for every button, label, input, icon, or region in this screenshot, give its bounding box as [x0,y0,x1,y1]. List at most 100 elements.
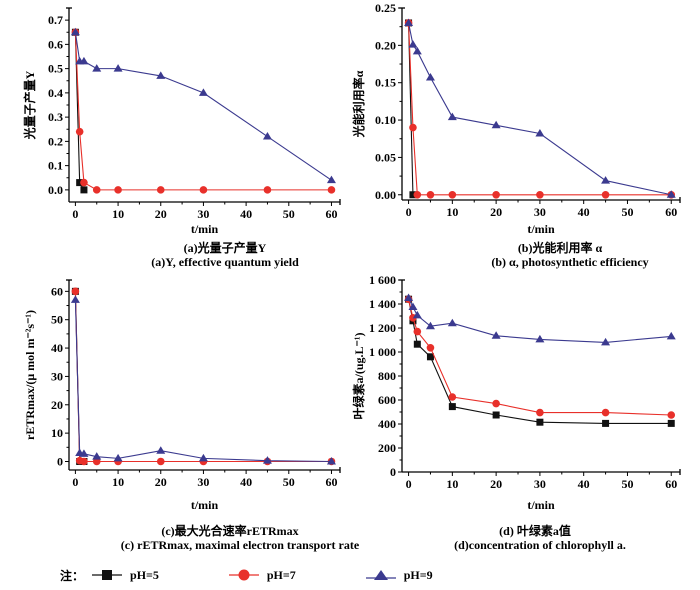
chart-b-svg: 0 10 20 30 40 50 60 0.00 0.05 0.10 0.15 0.20 0.25 t/m… [351,1,681,236]
y-tick-label: 800 [378,369,396,383]
caption-a-en: (a)Y, effective quantum yield [151,255,299,269]
chart-panel-c: 0 10 20 30 40 50 60 0 10 20 30 40 50 60 t/min rETRmax/(… [0,279,359,552]
y-tick-label: 200 [378,441,396,455]
series-line [74,32,332,191]
y-tick-label: 0 [57,454,63,468]
data-point-triangle [412,310,422,319]
chart-panel-a: 0 10 20 30 40 50 60 0.0 0.1 0.2 0.3 0.4 0.5 0.6 0.7 t/m… [0,0,350,280]
data-point-circle [667,411,676,419]
legend-label-ph7: pH=7 [266,567,296,582]
legend-item-ph7: pH=7 [228,567,296,583]
y-tick-label: 0.6 [48,37,63,51]
y-tick-label: 10 [51,426,63,440]
x-tick-label: 20 [490,477,502,491]
data-point-triangle [79,449,89,457]
x-tick-label: 40 [578,205,590,219]
y-tick-label: 0.4 [48,86,63,100]
data-point-square [80,186,88,194]
x-tick-label: 50 [283,475,295,489]
data-point-triangle [198,453,208,462]
legend-item-ph5: pH=5 [92,568,159,583]
y-tick-label: 20 [51,398,63,412]
data-point-triangle [491,331,501,339]
data-point-triangle [425,321,435,330]
y-tick-label: 0.0 [48,183,63,197]
y-tick-label: 0.20 [375,38,396,52]
data-point-circle [80,457,88,466]
data-point-square [602,419,610,427]
caption-c-en: (c) rETRmax, maximal electron transport … [120,538,360,552]
y-tick-label: 0.25 [375,1,396,15]
data-point-square [448,403,456,411]
data-point-circle [114,186,122,194]
series-pH7 [404,19,676,199]
data-point-triangle [156,71,166,79]
chart-panel-b: 0 10 20 30 40 50 60 0.00 0.05 0.10 0.15 0.20 0.25 t/m… [350,0,700,280]
x-tick-label: 0 [406,477,412,491]
y-tick-label: 0.00 [375,188,396,202]
data-point-circle [75,127,84,136]
data-point-circle [71,287,80,296]
data-point-circle [199,186,208,194]
x-tick-label: 60 [325,475,337,489]
y-tick-label: 0.10 [375,113,396,127]
data-point-circle [156,186,165,194]
data-point-circle [536,190,544,199]
x-axis-title: t/min [527,222,555,236]
data-point-triangle [447,318,457,327]
data-point-square [492,411,500,419]
y-axis-title: 光能利用率α [351,70,366,138]
data-point-triangle [601,337,611,346]
data-point-triangle [262,132,272,140]
data-point-square [426,353,434,361]
x-tick-label: 0 [406,205,412,219]
x-tick-label: 30 [197,207,209,221]
y-tick-label: 0.05 [375,150,396,164]
x-tick-label: 40 [240,207,252,221]
x-tick-label: 20 [155,207,167,221]
data-point-triangle [425,72,435,81]
data-point-triangle [326,175,336,184]
data-point-circle [413,190,422,199]
y-tick-label: 1 400 [369,297,396,311]
data-point-circle [426,190,435,199]
data-point-circle [409,123,417,132]
series-line [74,32,332,181]
x-tick-label: 30 [534,477,546,491]
x-axis-title: t/min [527,498,555,512]
caption-a-cn: (a)光量子产量Y [183,241,267,255]
data-point-triangle [491,120,501,129]
data-point-triangle [447,112,457,121]
data-point-triangle [404,18,414,26]
data-point-triangle [404,293,414,301]
x-axis-title: t/min [191,498,219,512]
data-point-circle [426,344,435,352]
y-tick-label: 0.7 [48,13,63,27]
y-tick-label: 600 [378,393,396,407]
series-line [408,22,672,196]
series-pH9 [70,27,336,184]
data-point-circle [536,408,544,417]
y-tick-label: 50 [51,313,63,327]
caption-d-en: (d)concentration of chlorophyll a. [454,538,626,552]
y-tick-label: 30 [51,369,63,383]
series-pH9 [404,18,676,198]
x-tick-label: 20 [490,205,502,219]
x-axis-title: t/min [191,222,219,236]
x-tick-label: 50 [621,205,633,219]
caption-c-cn: (c)最大光合速率rETRmax [161,524,299,538]
series-pH7 [71,287,336,466]
series-line [408,299,672,424]
data-point-circle [601,408,610,417]
x-tick-label: 50 [283,207,295,221]
data-point-square [536,418,544,426]
data-point-circle [601,190,610,199]
series-pH7 [71,28,336,194]
y-tick-label: 0.2 [48,134,63,148]
y-tick-label: 0.5 [48,62,63,76]
y-tick-label: 1 200 [369,321,396,335]
data-point-triangle [262,456,272,464]
data-point-triangle [70,27,80,36]
y-tick-label: 60 [51,284,63,298]
